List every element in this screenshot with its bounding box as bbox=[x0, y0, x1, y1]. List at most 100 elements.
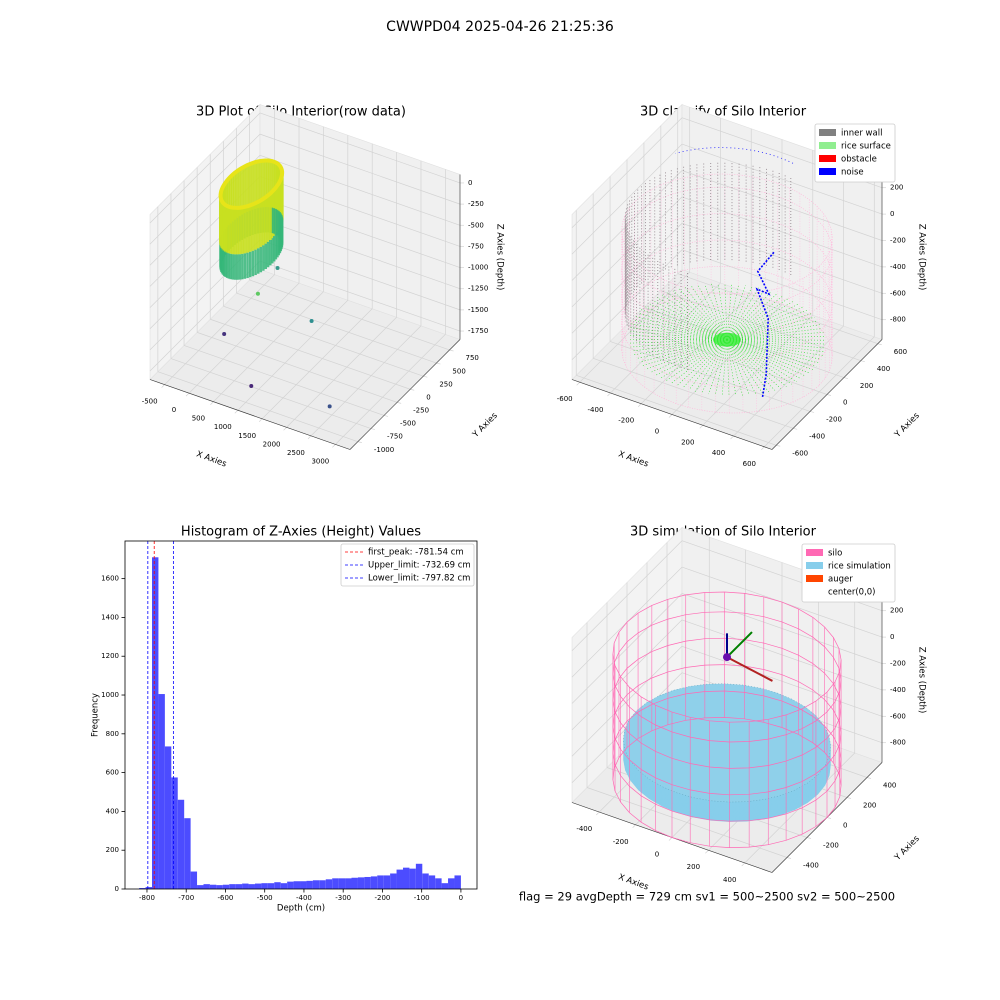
tick-mark bbox=[843, 377, 849, 379]
surface-points bbox=[630, 339, 728, 348]
z-axis-label: Z Axies (Depth) bbox=[917, 647, 927, 714]
x-tick-label: 200 bbox=[681, 438, 694, 446]
y-tick-label: 1600 bbox=[101, 575, 119, 583]
x-tick-label: -600 bbox=[218, 894, 234, 902]
bar bbox=[409, 868, 416, 889]
surface-points bbox=[726, 339, 817, 367]
x-tick-label: -500 bbox=[142, 398, 158, 406]
bar bbox=[396, 869, 403, 889]
y-tick-label: 800 bbox=[106, 730, 119, 738]
surface-points bbox=[726, 339, 737, 396]
legend-label: center(0,0) bbox=[828, 588, 876, 598]
legend-label: noise bbox=[841, 168, 864, 178]
x-tick-label: 0 bbox=[459, 894, 463, 902]
legend-box bbox=[340, 543, 475, 587]
bar bbox=[158, 694, 165, 889]
surface-points bbox=[721, 339, 728, 396]
z-tick-label: 0 bbox=[890, 633, 894, 641]
legend-box bbox=[814, 123, 896, 183]
z-tick-label: -200 bbox=[890, 237, 906, 245]
surface-points bbox=[655, 339, 728, 376]
bar bbox=[229, 884, 236, 889]
surface-points bbox=[684, 287, 728, 340]
bar bbox=[267, 883, 275, 889]
surface-points bbox=[701, 339, 728, 394]
grid-line bbox=[681, 196, 883, 268]
surface-points bbox=[717, 283, 728, 340]
y-tick-label: 600 bbox=[894, 348, 907, 356]
surface-points bbox=[726, 339, 822, 360]
grid-line bbox=[259, 176, 461, 247]
y-tick-label: 750 bbox=[466, 354, 479, 362]
tick-mark bbox=[607, 392, 611, 397]
z-axis-label: Z Axies (Depth) bbox=[495, 224, 505, 291]
cloud-point bbox=[255, 291, 260, 296]
surface-points bbox=[646, 339, 728, 370]
surface-points bbox=[708, 339, 728, 395]
tick-mark bbox=[793, 428, 798, 430]
grid-line bbox=[236, 292, 437, 364]
legend-box bbox=[801, 543, 896, 603]
surface-points bbox=[676, 339, 728, 387]
legend-swatch bbox=[806, 562, 823, 569]
x-tick-label: -200 bbox=[374, 894, 390, 902]
bar bbox=[280, 883, 288, 889]
bar bbox=[203, 884, 210, 889]
bar bbox=[370, 876, 378, 889]
bar bbox=[306, 880, 313, 889]
surface-points bbox=[628, 331, 728, 340]
x-tick-label: 2000 bbox=[263, 440, 281, 448]
y-tick-label: 400 bbox=[883, 782, 896, 790]
grid-line bbox=[571, 540, 683, 651]
bar bbox=[235, 884, 243, 889]
y-tick-label: -750 bbox=[387, 433, 403, 441]
panel-title: Histogram of Z-Axies (Height) Values bbox=[181, 525, 421, 540]
cloud-rim bbox=[218, 158, 285, 210]
surface-points bbox=[715, 339, 728, 395]
bar bbox=[190, 871, 198, 889]
grid-line bbox=[576, 374, 777, 446]
tick-mark bbox=[806, 837, 812, 839]
bar bbox=[357, 877, 365, 889]
x-tick-label: 500 bbox=[192, 415, 205, 423]
tick-mark bbox=[423, 375, 428, 378]
x-tick-label: -400 bbox=[576, 825, 592, 833]
legend-swatch bbox=[819, 129, 836, 136]
surface-points bbox=[695, 339, 728, 392]
tick-mark bbox=[668, 414, 673, 418]
y-tick-label: 1000 bbox=[101, 691, 119, 699]
surface-points bbox=[634, 339, 728, 356]
legend-label: Lower_limit: -797.82 cm bbox=[368, 574, 470, 584]
surface-points bbox=[726, 328, 822, 340]
x-tick-label: -800 bbox=[139, 894, 155, 902]
figure-title: CWWPD04 2025-04-26 21:25:36 bbox=[386, 19, 614, 35]
legend-swatch bbox=[806, 549, 823, 556]
tick-mark bbox=[730, 435, 734, 440]
bar bbox=[325, 879, 333, 889]
x-tick-label: 0 bbox=[655, 428, 659, 436]
x-tick-label: 1000 bbox=[214, 423, 232, 431]
y-tick-label: 400 bbox=[106, 807, 119, 815]
tick-mark bbox=[637, 403, 642, 407]
grid-line bbox=[249, 279, 450, 351]
x-tick-label: -500 bbox=[257, 894, 273, 902]
legend-swatch bbox=[819, 142, 836, 149]
bar bbox=[242, 883, 249, 889]
legend-label: auger bbox=[828, 575, 853, 585]
surface-points bbox=[632, 319, 728, 340]
bar bbox=[248, 884, 255, 889]
y-tick-label: 1400 bbox=[101, 613, 119, 621]
surface-points bbox=[639, 339, 728, 363]
y-tick-label: -600 bbox=[792, 449, 808, 457]
tick-mark bbox=[860, 360, 865, 362]
grid-line bbox=[237, 299, 349, 411]
x-tick-label: -200 bbox=[613, 838, 629, 846]
tick-mark bbox=[410, 388, 415, 391]
axes-3d: 3D classify of Silo Interior-600-400-200… bbox=[557, 103, 927, 470]
surface-points bbox=[726, 316, 815, 340]
surface-points bbox=[726, 283, 733, 340]
grid-line bbox=[149, 112, 261, 224]
bar bbox=[151, 557, 159, 889]
cloud-point bbox=[309, 318, 314, 323]
bar bbox=[145, 887, 152, 889]
